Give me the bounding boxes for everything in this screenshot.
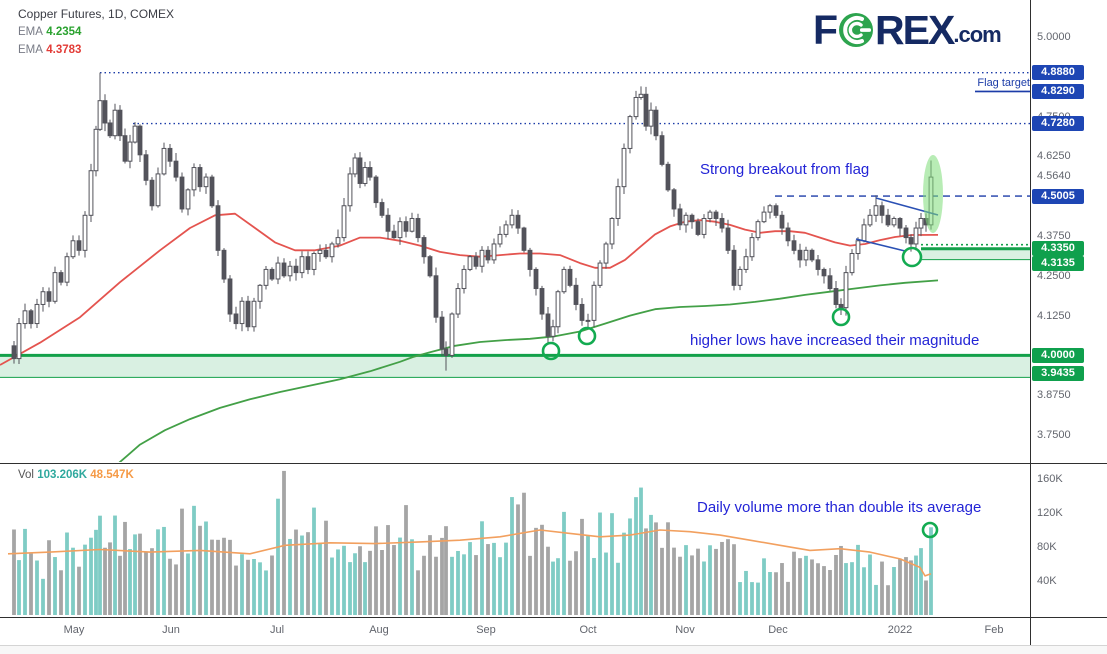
highlight-circle <box>541 341 561 361</box>
ema-green-label: EMA <box>18 26 43 38</box>
price-level-badge: 4.8880 <box>1032 65 1084 81</box>
logo-com: .com <box>953 22 1001 47</box>
price-level-badge: 4.5005 <box>1032 188 1084 204</box>
ema-red-value: 4.3783 <box>46 44 82 56</box>
price-level-badge: 4.7280 <box>1032 116 1084 132</box>
highlight-circle <box>901 246 923 268</box>
logo-f: F <box>813 7 838 53</box>
highlight-circle <box>921 521 939 539</box>
price-pane <box>0 71 1030 462</box>
time-tick: Sep <box>476 624 496 636</box>
price-axis-separator <box>1030 0 1031 646</box>
ema-green-value: 4.2354 <box>46 26 82 38</box>
time-tick: Nov <box>675 624 695 636</box>
annotation-volume: Daily volume more than double its averag… <box>697 499 982 516</box>
price-level-badge: 4.3135 <box>1032 256 1084 272</box>
volume-label: Vol <box>18 469 34 481</box>
price-tick: 4.5640 <box>1037 169 1071 182</box>
price-tick: 4.2500 <box>1037 269 1071 282</box>
logo-o-plug-icon <box>839 13 874 47</box>
highlight-circle <box>577 326 597 346</box>
price-level-badge: 3.9435 <box>1032 365 1084 381</box>
price-axis[interactable]: 5.00004.75004.62504.56404.37504.25004.12… <box>1030 0 1107 617</box>
price-tick: 3.7500 <box>1037 429 1071 441</box>
ema-green-row: EMA 4.2354 <box>18 23 174 41</box>
annotation-flag-target: Flag target <box>977 77 1030 89</box>
volume-legend: Vol 103.206K 48.547K <box>18 469 134 481</box>
volume-tick: 40K <box>1037 575 1057 587</box>
time-axis[interactable]: May Jun Jul Aug Sep Oct Nov Dec 2022 Feb <box>0 618 1030 645</box>
time-tick: Oct <box>579 624 597 636</box>
volume-pane <box>7 470 933 615</box>
time-tick: Jun <box>162 624 180 636</box>
price-tick: 4.3750 <box>1037 230 1071 242</box>
logo-rex: REX <box>875 7 955 53</box>
ema-red-label: EMA <box>18 44 43 56</box>
time-axis-separator <box>0 617 1107 618</box>
time-tick: Jul <box>269 624 285 636</box>
time-tick: Dec <box>768 624 788 636</box>
highlight-circle <box>831 307 851 327</box>
price-level-badge: 4.3350 <box>1032 241 1084 257</box>
forex-logo: F REX .com <box>813 7 1002 53</box>
volume-tick: 160K <box>1037 473 1063 485</box>
time-tick: 2022 <box>887 624 913 636</box>
volume-tick: 80K <box>1037 541 1057 553</box>
volume-value: 103.206K <box>37 469 88 481</box>
chart-legend: Copper Futures, 1D, COMEX EMA 4.2354 EMA… <box>18 6 174 59</box>
time-tick: May <box>63 624 85 636</box>
volume-tick: 120K <box>1037 507 1063 519</box>
candlesticks <box>11 72 934 371</box>
price-chart[interactable] <box>0 0 1030 617</box>
price-tick: 4.6250 <box>1037 150 1071 163</box>
symbol-title: Copper Futures, 1D, COMEX <box>18 7 175 21</box>
annotation-breakout: Strong breakout from flag <box>700 161 870 178</box>
price-tick: 5.0000 <box>1037 31 1071 43</box>
bottom-strip <box>0 646 1107 654</box>
price-level-badge: 4.0000 <box>1032 347 1084 363</box>
price-tick: 3.8750 <box>1037 389 1071 402</box>
bottom-border <box>0 645 1107 646</box>
pane-separator[interactable] <box>0 463 1107 464</box>
price-tick: 4.1250 <box>1037 309 1071 322</box>
time-tick: Aug <box>369 624 389 636</box>
price-level-badge: 4.8290 <box>1032 83 1084 99</box>
volume-ma-value: 48.547K <box>90 469 134 481</box>
annotation-higher-lows: higher lows have increased their magnitu… <box>690 332 980 349</box>
time-tick: Feb <box>984 624 1004 636</box>
ema-red-row: EMA 4.3783 <box>18 41 174 59</box>
